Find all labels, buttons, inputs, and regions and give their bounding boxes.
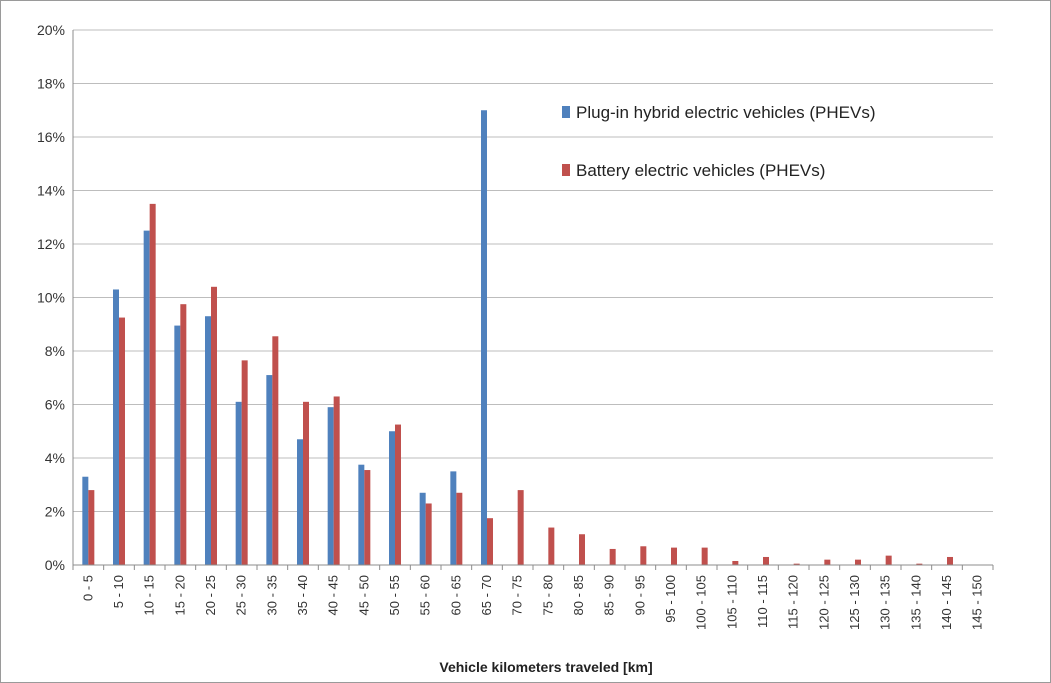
bar-bev (885, 555, 892, 565)
bar-bev (548, 527, 555, 565)
x-tick-label: 70 - 75 (510, 575, 525, 615)
y-tick-label: 2% (45, 504, 65, 520)
bar-bev (517, 490, 524, 565)
bar-bev (947, 556, 953, 565)
x-tick-label: 105 - 110 (724, 575, 739, 629)
bar-phev (113, 289, 119, 565)
bar-bev (303, 401, 309, 565)
bar-bev (640, 546, 647, 565)
y-tick-label: 20% (37, 22, 65, 38)
x-tick-label: 120 - 125 (816, 575, 831, 630)
y-tick-label: 8% (45, 343, 65, 359)
x-tick-label: 15 - 20 (172, 575, 187, 615)
y-tick-label: 0% (45, 557, 65, 573)
bars (82, 110, 953, 565)
y-tick-label: 6% (45, 397, 65, 413)
bar-bev (180, 304, 187, 565)
x-tick-label: 0 - 5 (80, 575, 95, 601)
legend-swatch (562, 106, 570, 118)
bar-bev (241, 360, 248, 565)
x-tick-label: 50 - 55 (387, 575, 402, 615)
bar-bev (609, 548, 616, 565)
x-tick-label: 90 - 95 (632, 575, 647, 615)
y-tick-label: 10% (37, 290, 65, 306)
bar-bev (364, 470, 371, 565)
bar-bev (732, 560, 739, 565)
bar-bev (456, 492, 463, 565)
bar-phev (82, 476, 89, 565)
x-tick-label: 5 - 10 (111, 575, 126, 608)
bar-phev (174, 325, 181, 565)
x-tick-label: 95 - 100 (663, 575, 678, 623)
bar-bev (272, 336, 279, 565)
bar-phev (143, 230, 150, 565)
x-tick-label: 40 - 45 (326, 575, 341, 615)
x-tick-label: 30 - 35 (264, 575, 279, 615)
bar-phev (450, 471, 457, 565)
y-tick-label: 14% (37, 183, 65, 199)
axes (72, 30, 994, 570)
bar-bev (763, 556, 769, 565)
x-tick-label: 60 - 65 (448, 575, 463, 615)
y-tick-label: 12% (37, 236, 65, 252)
bar-phev (419, 492, 426, 565)
x-tick-label: 80 - 85 (571, 575, 586, 615)
bar-phev (235, 401, 242, 565)
legend-label: Plug-in hybrid electric vehicles (PHEVs) (576, 103, 876, 122)
gridlines (73, 29, 993, 512)
y-tick-label: 4% (45, 450, 65, 466)
bar-phev (481, 110, 487, 565)
legend-swatch (562, 164, 570, 176)
x-tick-label: 125 - 130 (847, 575, 862, 630)
x-tick-label: 65 - 70 (479, 575, 494, 615)
bar-phev (297, 439, 303, 565)
bar-phev (266, 375, 273, 565)
bar-bev (579, 534, 585, 565)
x-tick-label: 85 - 90 (602, 575, 617, 615)
x-tick-label: 35 - 40 (295, 575, 310, 615)
x-tick-label: 140 - 145 (939, 575, 954, 630)
bar-bev (824, 559, 831, 565)
bar-bev (88, 490, 95, 565)
bar-phev (327, 407, 334, 565)
x-tick-label: 130 - 135 (878, 575, 893, 630)
x-tick-labels: 0 - 5 5 - 10 10 - 15 15 - 20 20 - 25 25 - 30 3… (80, 575, 984, 630)
bar-bev (487, 518, 493, 565)
x-tick-label: 110 - 115 (755, 575, 770, 628)
bar-bev (793, 563, 800, 565)
legend-label: Battery electric vehicles (PHEVs) (576, 161, 825, 180)
bar-phev (358, 464, 365, 565)
bar-bev (425, 503, 432, 565)
x-tick-label: 20 - 25 (203, 575, 218, 615)
x-tick-label: 10 - 15 (142, 575, 157, 615)
bar-phev (389, 431, 395, 565)
x-tick-label: 135 - 140 (908, 575, 923, 630)
bar-bev (671, 547, 677, 565)
bar-bev (701, 547, 708, 565)
x-tick-label: 100 - 105 (694, 575, 709, 630)
y-tick-label: 16% (37, 129, 65, 145)
x-tick-label: 75 - 80 (540, 575, 555, 615)
x-tick-label: 25 - 30 (234, 575, 249, 615)
bar-bev (119, 317, 125, 565)
x-tick-label: 55 - 60 (418, 575, 433, 615)
x-tick-label: 115 - 120 (786, 575, 801, 629)
y-tick-label: 18% (37, 76, 65, 92)
y-tick-labels: 0% 2% 4% 6% 8% 10% 12% 14% 16% 18% 20% (37, 22, 65, 573)
bar-bev (395, 424, 401, 565)
bar-bev (149, 203, 156, 565)
legend: Plug-in hybrid electric vehicles (PHEVs)… (562, 103, 876, 180)
bar-bev (211, 286, 217, 565)
x-axis-title: Vehicle kilometers traveled [km] (439, 659, 652, 675)
x-tick-label: 145 - 150 (970, 575, 985, 630)
x-tick-label: 45 - 50 (356, 575, 371, 615)
bar-bev (333, 396, 340, 565)
bar-bev (855, 559, 861, 565)
bar-bev (916, 563, 923, 565)
bar-phev (205, 316, 211, 565)
